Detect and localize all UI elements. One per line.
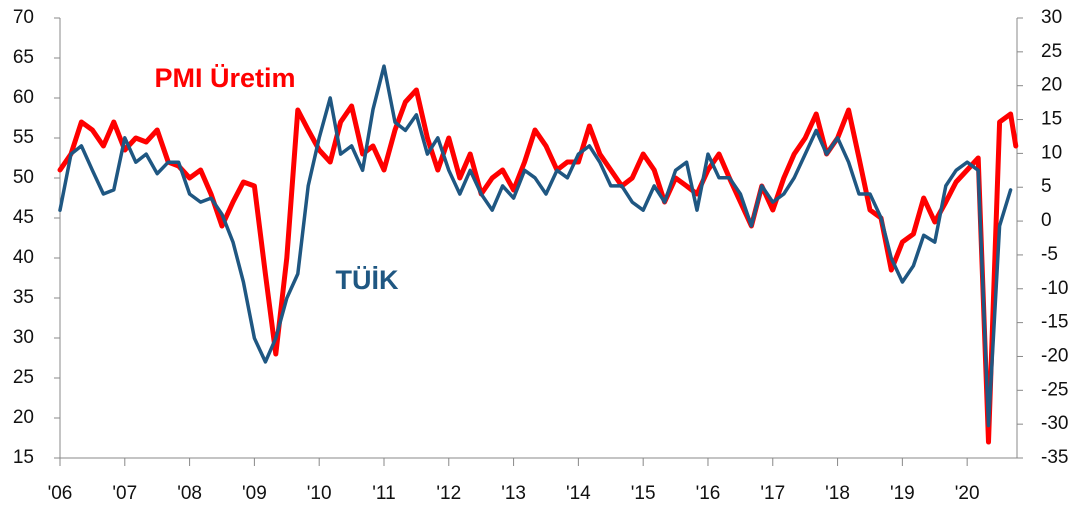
y-tick-label: 65 [13,47,34,68]
x-tick-label: '13 [501,483,526,504]
y2-tick-label: -15 [1041,312,1068,333]
y2-tick-label: 15 [1041,109,1062,130]
y-tick-label: 55 [13,127,34,148]
x-tick-label: '16 [696,483,721,504]
y2-tick-label: 5 [1041,176,1052,197]
y-tick-label: 40 [13,247,34,268]
y-tick-label: 30 [13,327,34,348]
x-tick-label: '14 [566,483,591,504]
y-tick-label: 60 [13,87,34,108]
series-label: PMI Üretim [154,63,295,93]
x-tick-label: '08 [177,483,202,504]
series-line [57,87,1019,445]
y2-tick-label: -25 [1041,379,1068,400]
y2-tick-label: -20 [1041,345,1068,366]
y2-tick-label: 20 [1041,75,1062,96]
x-tick-label: '18 [825,483,850,504]
x-tick-label: '06 [48,483,73,504]
x-tick-label: '15 [631,483,656,504]
y2-tick-label: 25 [1041,41,1062,62]
y2-tick-label: 30 [1041,7,1062,28]
y2-tick-label: 0 [1041,210,1052,231]
x-tick-label: '07 [112,483,137,504]
y-tick-label: 25 [13,367,34,388]
x-tick-label: '12 [436,483,461,504]
x-tick-label: '17 [760,483,785,504]
series-line [58,64,1013,428]
y-tick-label: 20 [13,407,34,428]
y-tick-label: 70 [13,7,34,28]
x-tick-label: '09 [242,483,267,504]
x-tick-label: '19 [890,483,915,504]
x-tick-label: '20 [955,483,980,504]
x-tick-label: '10 [307,483,332,504]
y2-tick-label: -10 [1041,278,1068,299]
y2-tick-label: -30 [1041,413,1068,434]
x-tick-label: '11 [372,483,395,504]
y2-tick-label: 10 [1041,142,1062,163]
y-tick-label: 50 [13,167,34,188]
y-tick-label: 15 [13,447,34,468]
y2-tick-label: -35 [1041,447,1068,468]
y-tick-label: 35 [13,287,34,308]
series-label: TÜİK [336,265,399,295]
y2-tick-label: -5 [1041,244,1058,265]
y-tick-label: 45 [13,207,34,228]
